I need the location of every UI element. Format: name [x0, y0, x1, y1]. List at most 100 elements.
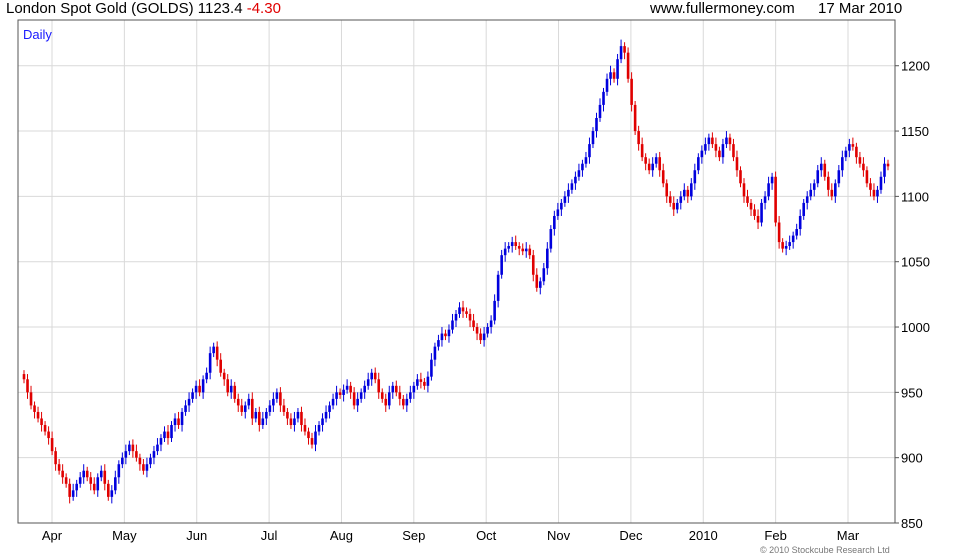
price-change: -4.30	[246, 0, 281, 17]
candle-body	[149, 457, 152, 465]
candle-body	[279, 392, 282, 406]
x-tick-label: Feb	[764, 528, 786, 543]
candle-body	[809, 189, 813, 197]
candle-body	[261, 418, 265, 426]
candle-body	[584, 157, 588, 164]
candle-body	[43, 425, 47, 432]
candle-body	[317, 425, 321, 432]
candle-body	[236, 398, 240, 406]
y-tick-label: 1000	[901, 320, 930, 335]
candle-body	[546, 248, 549, 269]
candle-body	[563, 196, 567, 203]
candle-body	[275, 392, 279, 399]
candle-body	[784, 246, 788, 249]
candle-body	[352, 392, 356, 406]
plot-frame	[17, 19, 896, 524]
candle-body	[233, 385, 237, 399]
candle-body	[675, 202, 679, 210]
x-tick-label: Aug	[330, 528, 353, 543]
candle-body	[465, 311, 468, 314]
candle-body	[528, 248, 532, 256]
candle-body	[387, 392, 391, 406]
candle-body	[609, 72, 612, 79]
y-tick-label: 850	[901, 516, 923, 531]
candle-body	[314, 431, 317, 445]
candle-body	[732, 144, 735, 158]
candle-body	[658, 157, 662, 171]
candle-body	[883, 163, 886, 177]
candle-body	[598, 104, 602, 118]
x-tick-label: Mar	[837, 528, 860, 543]
candle-body	[85, 470, 89, 478]
candle-body	[781, 242, 784, 249]
candle-body	[816, 170, 820, 184]
candle-body	[886, 163, 890, 167]
candle-body	[243, 405, 247, 412]
candle-body	[26, 379, 29, 393]
candle-body	[166, 431, 170, 439]
candle-body	[296, 411, 300, 419]
candle-body	[321, 418, 324, 426]
site-url[interactable]: www.fullermoney.com	[650, 0, 795, 17]
candle-body	[760, 202, 763, 223]
x-axis-ticks: Apr May Jun Jul Aug Sep Oct Nov Dec 2010 Feb Mar	[42, 528, 860, 543]
candle-body	[654, 157, 658, 164]
candle-body	[661, 170, 665, 184]
candle-body	[574, 176, 577, 184]
candle-body	[331, 398, 335, 406]
candle-body	[602, 91, 605, 105]
candle-body	[556, 209, 560, 216]
candle-body	[451, 320, 454, 330]
candle-body	[64, 477, 68, 484]
candle-body	[177, 418, 180, 426]
candle-body	[837, 170, 841, 184]
candle-body	[338, 392, 342, 395]
candle-body	[570, 183, 574, 190]
candle-body	[303, 425, 307, 432]
candle-body	[454, 313, 458, 321]
candle-body	[830, 189, 834, 197]
candle-body	[521, 248, 525, 252]
candle-body	[496, 274, 500, 301]
candle-body	[756, 215, 760, 223]
candle-body	[138, 457, 142, 465]
candle-body	[335, 392, 338, 399]
candle-body	[475, 327, 479, 334]
candle-body	[409, 392, 412, 399]
candle-body	[535, 274, 539, 288]
candle-body	[872, 189, 876, 197]
candle-body	[426, 376, 430, 386]
x-tick-label: Sep	[402, 528, 425, 543]
candle-body	[240, 405, 244, 412]
candle-body	[293, 418, 296, 426]
candle-body	[307, 431, 310, 439]
candle-body	[482, 333, 486, 341]
candle-body	[690, 183, 693, 197]
candle-body	[616, 59, 619, 79]
candle-body	[163, 431, 166, 439]
candle-body	[201, 379, 205, 393]
candle-body	[468, 313, 472, 321]
x-tick-label: 2010	[689, 528, 718, 543]
candle-body	[517, 246, 521, 249]
candle-body	[749, 202, 753, 210]
x-tick-label: Jun	[186, 528, 207, 543]
candle-body	[191, 392, 194, 399]
chart-title: London Spot Gold (GOLDS) 1123.4 -4.30	[6, 0, 281, 18]
candle-body	[567, 189, 570, 197]
candle-body	[626, 52, 630, 79]
candle-body	[704, 144, 707, 151]
candle-body	[869, 183, 872, 190]
candle-body	[68, 483, 71, 497]
candle-body	[391, 385, 395, 393]
candle-body	[40, 418, 43, 426]
candle-body	[254, 411, 258, 419]
candle-body	[721, 144, 725, 158]
candle-body	[879, 176, 883, 190]
candle-body	[486, 327, 489, 334]
candle-body	[805, 196, 809, 203]
x-tick-label: Dec	[619, 528, 643, 543]
candle-body	[531, 255, 535, 275]
candle-body	[819, 163, 823, 171]
candle-body	[686, 189, 690, 197]
